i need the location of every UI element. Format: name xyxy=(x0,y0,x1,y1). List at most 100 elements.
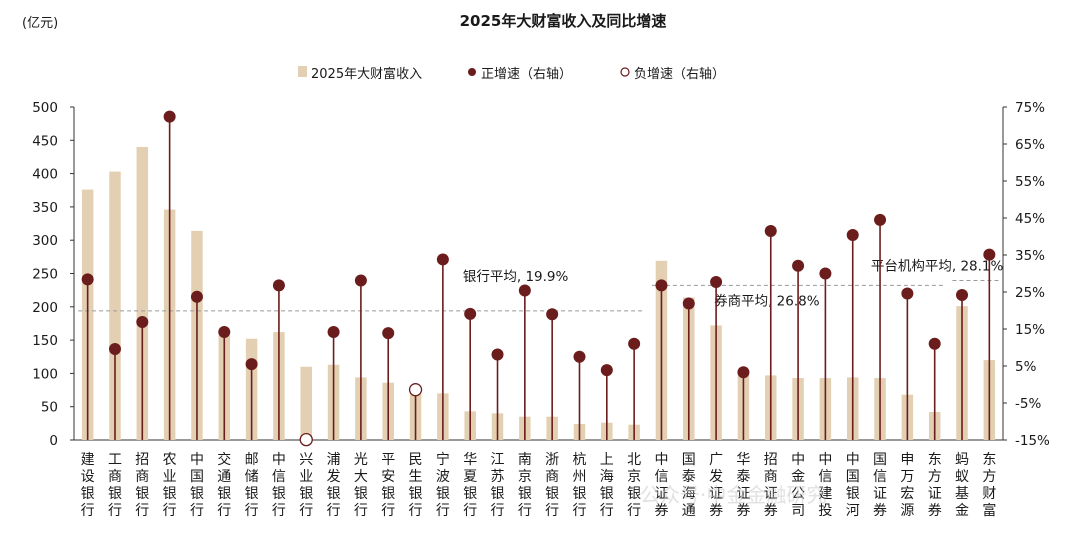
chart-title: 2025年大财富收入及同比增速 xyxy=(460,12,667,30)
growth-dot-positive xyxy=(108,342,121,355)
growth-dot-positive xyxy=(245,358,258,371)
growth-dot-positive xyxy=(764,224,777,237)
growth-dot-positive xyxy=(628,337,641,350)
y-left-tick-label: 200 xyxy=(32,300,58,316)
growth-dot-positive xyxy=(655,279,668,292)
growth-dot-positive xyxy=(819,267,832,280)
category-label: 建设银行 xyxy=(81,452,95,519)
category-label: 华泰证券 xyxy=(736,452,750,519)
category-label: 中国银行 xyxy=(190,452,204,519)
growth-dot-positive xyxy=(272,279,285,292)
y-right-tick-label: 5% xyxy=(1015,359,1037,375)
growth-stems xyxy=(81,110,996,447)
category-label: 中信证券 xyxy=(654,452,668,519)
y-left-tick-label: 450 xyxy=(32,133,58,149)
category-label: 中金公司 xyxy=(791,452,805,519)
category-label: 广发证券 xyxy=(709,452,723,519)
growth-dot-positive xyxy=(792,259,805,272)
legend-label-positive: 正增速（右轴） xyxy=(481,67,572,82)
category-label: 东方证券 xyxy=(928,452,942,519)
y-left-tick-label: 250 xyxy=(32,267,58,283)
growth-dot-positive xyxy=(163,110,176,123)
y-right-tick-label: 55% xyxy=(1015,174,1045,190)
average-label: 平台机构平均, 28.1% xyxy=(871,259,1004,275)
category-label: 农业银行 xyxy=(163,452,177,519)
growth-dot-positive xyxy=(81,273,94,286)
category-label: 华夏银行 xyxy=(463,452,477,519)
y-left-tick-label: 400 xyxy=(32,167,58,183)
category-label: 民生银行 xyxy=(409,452,423,519)
y-right-tick-label: 75% xyxy=(1015,100,1045,116)
growth-dot-positive xyxy=(464,307,477,320)
average-label: 银行平均, 19.9% xyxy=(463,269,569,285)
growth-dot-positive xyxy=(190,290,203,303)
growth-dot-positive xyxy=(710,276,723,289)
growth-dot-positive xyxy=(354,274,367,287)
growth-dot-positive xyxy=(518,284,531,297)
category-label: 中信银行 xyxy=(272,452,286,519)
y-left-tick-label: 150 xyxy=(32,333,58,349)
category-label: 中国银河 xyxy=(846,452,860,519)
category-label: 北京银行 xyxy=(627,452,641,519)
legend-bar-swatch xyxy=(298,66,307,77)
category-label: 招商银行 xyxy=(135,452,149,519)
y-left-tick-label: 0 xyxy=(49,433,58,449)
y-right-tick-label: 15% xyxy=(1015,322,1045,338)
revenue-bar xyxy=(300,366,312,440)
growth-dot-negative xyxy=(299,432,313,447)
growth-dot-positive xyxy=(901,287,914,300)
revenue-bar xyxy=(109,171,121,441)
category-label: 宁波银行 xyxy=(436,451,450,519)
y-left-tick-label: 50 xyxy=(41,400,58,416)
growth-dot-positive xyxy=(874,213,887,226)
growth-dot-positive xyxy=(983,248,996,261)
category-label: 东方财富 xyxy=(982,452,996,519)
y-right-tick-label: 25% xyxy=(1015,285,1045,301)
y-left-tick-label: 100 xyxy=(32,366,58,382)
category-label: 蚂蚁基金 xyxy=(955,452,969,519)
category-label: 光大银行 xyxy=(354,452,368,519)
growth-dot-positive xyxy=(491,348,504,361)
category-label: 招商证券 xyxy=(764,452,778,519)
y-right-tick-label: 65% xyxy=(1015,137,1045,153)
growth-dot-positive xyxy=(928,337,941,350)
y-right-tick-label: -15% xyxy=(1015,433,1050,449)
y-left-tick-label: 500 xyxy=(32,100,58,116)
legend-label-revenue: 2025年大财富收入 xyxy=(311,66,422,82)
y-left-tick-label: 350 xyxy=(32,200,58,216)
category-label: 江苏银行 xyxy=(491,452,505,519)
growth-dot-positive xyxy=(218,325,231,338)
y-right-tick-label: -5% xyxy=(1015,396,1041,412)
legend-negative-dot xyxy=(620,67,630,77)
growth-dot-positive xyxy=(436,253,449,266)
growth-dot-positive xyxy=(327,325,340,338)
category-label: 交通银行 xyxy=(217,451,231,519)
growth-dot-positive xyxy=(546,308,559,321)
category-label: 兴业银行 xyxy=(299,452,313,519)
category-label: 邮储银行 xyxy=(245,452,259,519)
axes: 0 50 100 150 200 250 300 350 400 450 500 -15% -5% 5% 1… xyxy=(32,100,1050,449)
category-label: 中信建投 xyxy=(818,452,832,519)
growth-dot-positive xyxy=(956,288,969,301)
category-label: 平安银行 xyxy=(381,452,395,519)
growth-dot-negative xyxy=(408,383,423,397)
category-label: 浙商银行 xyxy=(545,452,559,519)
average-label: 券商平均, 26.8% xyxy=(714,293,820,309)
growth-dot-positive xyxy=(136,315,149,328)
growth-dot-positive xyxy=(846,229,859,242)
growth-dot-positive xyxy=(600,364,613,377)
growth-dot-positive xyxy=(682,297,695,310)
y-left-tick-label: 300 xyxy=(32,233,58,249)
y-right-tick-label: 35% xyxy=(1015,248,1045,264)
left-axis-unit: (亿元) xyxy=(22,16,58,31)
category-label: 工商银行 xyxy=(108,452,122,519)
bars xyxy=(81,146,996,441)
legend-label-negative: 负增速（右轴） xyxy=(634,67,725,82)
category-label: 杭州银行 xyxy=(572,452,586,519)
legend: 2025年大财富收入 正增速（右轴） 负增速（右轴） xyxy=(298,66,725,82)
category-label: 国泰海通 xyxy=(682,452,696,519)
category-label: 申万宏源 xyxy=(900,452,914,519)
y-right-tick-label: 45% xyxy=(1015,211,1045,227)
watermark: 公众号·中金金融研究 xyxy=(640,483,826,507)
